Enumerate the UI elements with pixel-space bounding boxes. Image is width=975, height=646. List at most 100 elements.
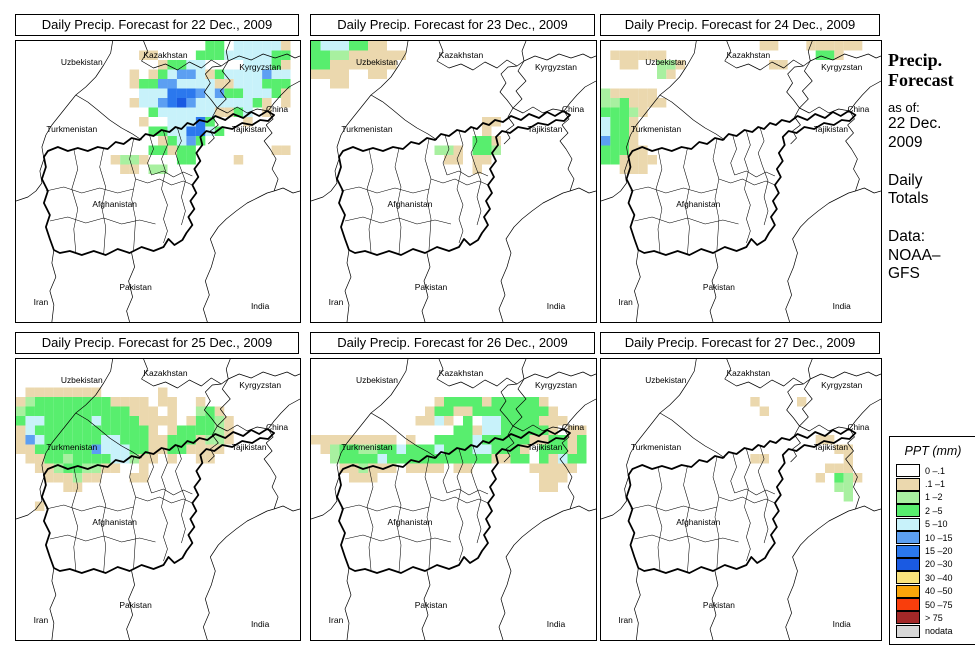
precip-cell bbox=[195, 406, 206, 416]
precip-cell bbox=[167, 454, 177, 464]
precip-cell bbox=[638, 88, 648, 98]
precip-cell bbox=[176, 88, 187, 98]
precip-cell bbox=[34, 397, 45, 407]
precip-cell bbox=[501, 454, 511, 464]
precip-cell bbox=[148, 416, 158, 426]
legend-title: PPT (mm) bbox=[904, 444, 962, 458]
precip-cell bbox=[339, 454, 349, 464]
precip-cell bbox=[320, 50, 330, 60]
precip-cell bbox=[577, 454, 587, 464]
precip-cell bbox=[482, 126, 492, 136]
precip-cell bbox=[82, 406, 92, 416]
precip-cell bbox=[129, 473, 140, 483]
precip-cell bbox=[91, 463, 102, 473]
precip-cell bbox=[82, 473, 92, 483]
precip-cell bbox=[638, 98, 648, 108]
precip-map-23dec bbox=[310, 40, 597, 323]
precip-cell bbox=[195, 50, 206, 60]
precip-cell bbox=[148, 164, 158, 174]
precip-cell bbox=[520, 416, 530, 426]
precip-cell bbox=[482, 155, 492, 165]
precip-cell bbox=[377, 50, 387, 60]
precip-cell bbox=[72, 454, 83, 464]
precip-cell bbox=[195, 416, 206, 426]
precip-cell bbox=[825, 50, 835, 60]
precip-cell bbox=[53, 387, 64, 397]
precip-cell bbox=[186, 145, 196, 155]
precip-cell bbox=[320, 444, 330, 454]
precip-cell bbox=[463, 397, 473, 407]
precip-cell bbox=[349, 50, 359, 60]
precip-map-26dec bbox=[310, 358, 597, 641]
precip-cell bbox=[567, 454, 577, 464]
precip-cell bbox=[262, 41, 272, 51]
precip-cell bbox=[548, 463, 558, 473]
legend-label: 40 –50 bbox=[925, 586, 953, 597]
precip-cell bbox=[843, 492, 853, 502]
precip-cell bbox=[120, 435, 130, 445]
precip-cell bbox=[110, 406, 121, 416]
precip-cell bbox=[214, 98, 225, 108]
precip-cell bbox=[548, 473, 558, 483]
precip-cell bbox=[53, 473, 64, 483]
precip-cell bbox=[271, 145, 282, 155]
precip-cell bbox=[425, 416, 435, 426]
precip-cell bbox=[472, 435, 482, 445]
precip-cell bbox=[205, 98, 215, 108]
precip-cell bbox=[853, 41, 863, 51]
precip-cell bbox=[491, 444, 501, 454]
legend-label: 0 –.1 bbox=[925, 465, 946, 476]
precip-cell bbox=[610, 136, 620, 146]
precip-cell bbox=[349, 463, 359, 473]
forecast-panel-27dec: Daily Precip. Forecast for 27 Dec., 2009 bbox=[600, 332, 882, 641]
precip-cell bbox=[638, 107, 648, 117]
precip-map-24dec bbox=[600, 40, 882, 323]
precip-cell bbox=[520, 406, 530, 416]
precip-cell bbox=[271, 69, 282, 79]
precip-cell bbox=[176, 425, 187, 435]
precip-cells bbox=[311, 41, 501, 174]
precip-cell bbox=[176, 79, 187, 89]
precip-cell bbox=[53, 454, 64, 464]
precip-cell bbox=[186, 425, 196, 435]
precip-cell bbox=[205, 107, 215, 117]
precip-cell bbox=[330, 69, 340, 79]
precip-cell bbox=[214, 435, 225, 445]
precip-cell bbox=[396, 454, 406, 464]
precip-cell bbox=[101, 397, 111, 407]
precip-cell bbox=[463, 416, 473, 426]
precip-cell bbox=[224, 79, 234, 89]
precip-cell bbox=[139, 155, 149, 165]
precip-cell bbox=[425, 406, 435, 416]
precip-cell bbox=[610, 126, 620, 136]
precip-cell bbox=[224, 416, 234, 426]
precip-cell bbox=[619, 145, 629, 155]
precip-cell bbox=[610, 117, 620, 127]
precip-cell bbox=[610, 107, 620, 117]
precip-cell bbox=[510, 435, 520, 445]
precip-cell bbox=[110, 155, 121, 165]
precip-cell bbox=[148, 425, 158, 435]
panel-title: Daily Precip. Forecast for 25 Dec., 2009 bbox=[15, 332, 299, 354]
precip-cell bbox=[233, 88, 244, 98]
precip-cell bbox=[548, 406, 558, 416]
precip-cell bbox=[629, 164, 639, 174]
precip-cell bbox=[482, 435, 492, 445]
precip-cell bbox=[610, 88, 620, 98]
precip-cell bbox=[63, 425, 73, 435]
precip-cell bbox=[262, 98, 272, 108]
precip-cell bbox=[368, 41, 378, 51]
precip-cell bbox=[167, 145, 177, 155]
precip-cell bbox=[129, 69, 140, 79]
precip-cell bbox=[233, 41, 244, 51]
legend-label: 2 –5 bbox=[925, 505, 943, 516]
precip-cell bbox=[34, 463, 45, 473]
precip-cell bbox=[91, 416, 102, 426]
precip-cell bbox=[72, 416, 83, 426]
as-of-label: as of: bbox=[888, 100, 920, 116]
precip-cell bbox=[281, 69, 291, 79]
precip-cell bbox=[129, 425, 140, 435]
precip-cell bbox=[252, 69, 263, 79]
legend-label: > 75 bbox=[925, 612, 943, 623]
precip-cell bbox=[539, 473, 549, 483]
